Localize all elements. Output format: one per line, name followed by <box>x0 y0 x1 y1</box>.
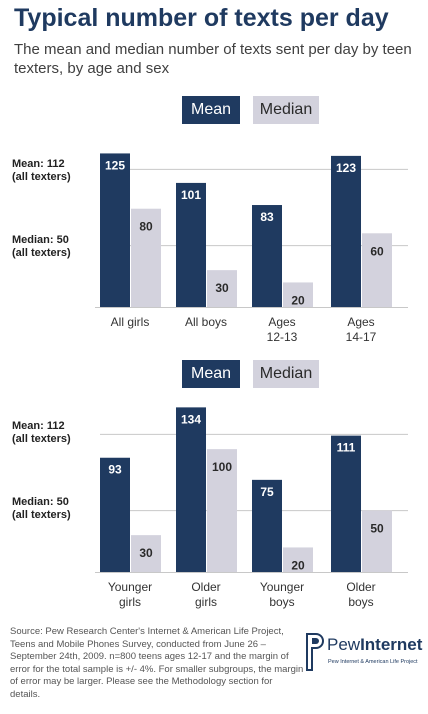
mean-bar-1 <box>100 457 130 572</box>
median-value-label-4: 50 <box>370 522 384 536</box>
category-label-3: Ages 12-13 <box>267 315 298 344</box>
median-value-label-1: 80 <box>139 220 153 234</box>
category-label-line: Ages <box>268 315 295 329</box>
category-label-2: All boys <box>185 315 227 329</box>
category-label-line: boys <box>269 595 294 609</box>
chart-subtitle: The mean and median number of texts sent… <box>14 41 412 77</box>
median-reference-label-2: Median: 50 (all texters) <box>12 496 71 521</box>
median-value-label-2: 30 <box>215 281 229 295</box>
median-bar-1 <box>131 535 161 572</box>
mean-value-label-3: 83 <box>260 210 274 224</box>
legend-median-1: Median <box>253 96 319 124</box>
mean-bar-4 <box>331 155 361 307</box>
mean-bar-4 <box>331 435 361 572</box>
median-value-label-2: 100 <box>212 460 232 474</box>
legend-median-2: Median <box>253 360 319 388</box>
category-label-line: Older <box>191 580 220 594</box>
mean-reference-label-1: Mean: 112 (all texters) <box>12 158 71 183</box>
logo-tagline: Pew Internet & American Life Project <box>328 659 418 665</box>
mean-value-label-2: 134 <box>181 412 201 426</box>
category-label-4: Older boys <box>346 580 375 609</box>
median-value-label-3: 20 <box>291 293 305 307</box>
mean-value-label-4: 111 <box>337 441 356 455</box>
category-label-4: Ages 14-17 <box>346 315 377 344</box>
legend-mean-2: Mean <box>182 360 240 388</box>
median-value-label-1: 30 <box>139 546 153 560</box>
median-bar-4 <box>362 510 392 572</box>
source-note: Source: Pew Research Center's Internet &… <box>10 626 304 700</box>
category-label-line: 12-13 <box>267 330 298 344</box>
category-label-3: Younger boys <box>260 580 304 609</box>
category-label-line: boys <box>348 595 373 609</box>
median-reference-label-1: Median: 50 (all texters) <box>12 234 71 259</box>
median-bar-3 <box>283 282 313 307</box>
legend-mean-1: Mean <box>182 96 240 124</box>
mean-value-label-3: 75 <box>260 485 274 499</box>
mean-value-label-1: 125 <box>105 158 125 172</box>
median-bar-2 <box>207 449 237 572</box>
category-label-2: Older girls <box>191 580 220 609</box>
category-label-line: girls <box>119 595 141 609</box>
category-label-line: All boys <box>185 315 227 329</box>
mean-bar-2 <box>176 182 206 307</box>
mean-value-label-2: 101 <box>181 188 201 202</box>
mean-value-label-1: 93 <box>108 463 122 477</box>
mean-bar-3 <box>252 205 282 307</box>
mean-reference-label-2: Mean: 112 (all texters) <box>12 420 71 445</box>
median-bar-3 <box>283 547 313 572</box>
mean-bar-1 <box>100 153 130 307</box>
category-label-line: All girls <box>111 315 150 329</box>
median-bar-2 <box>207 270 237 307</box>
category-label-line: Younger <box>108 580 152 594</box>
logo-wordmark: PewInternet <box>327 635 423 654</box>
median-value-label-3: 20 <box>291 558 305 572</box>
mean-bar-3 <box>252 479 282 572</box>
chart-title: Typical number of texts per day <box>14 4 389 32</box>
mean-bar-2 <box>176 407 206 572</box>
category-label-1: All girls <box>111 315 150 329</box>
category-label-line: Older <box>346 580 375 594</box>
category-label-line: Younger <box>260 580 304 594</box>
category-label-line: 14-17 <box>346 330 377 344</box>
category-label-1: Younger girls <box>108 580 152 609</box>
median-value-label-4: 60 <box>370 244 384 258</box>
category-label-line: girls <box>195 595 217 609</box>
pew-internet-logo: PewInternet Pew Internet & American Life… <box>303 632 423 676</box>
category-label-line: Ages <box>347 315 374 329</box>
pew-logo-icon <box>306 633 324 671</box>
median-bar-1 <box>131 208 161 307</box>
median-bar-4 <box>362 233 392 307</box>
mean-value-label-4: 123 <box>336 161 356 175</box>
